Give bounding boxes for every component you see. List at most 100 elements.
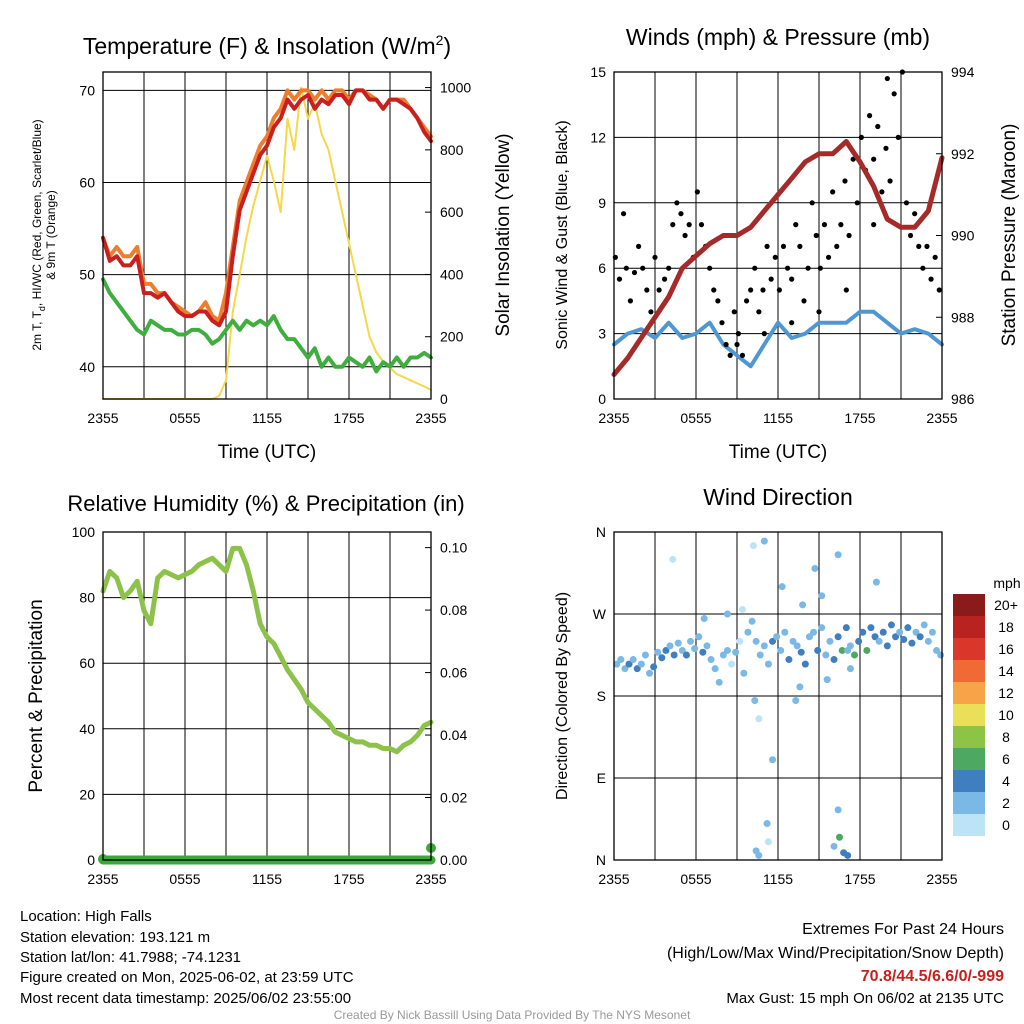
gust-point [776,287,782,293]
legend-label: 4 [1002,773,1010,789]
direction-point [937,651,945,659]
gust-point [883,145,889,151]
x-tick-label: 2355 [415,871,446,887]
direction-point [781,628,789,636]
direction-point [844,646,852,654]
direction-point [879,628,887,636]
gust-point [760,287,766,293]
gust-point [821,222,828,228]
x-tick-label: 2355 [598,871,629,887]
direction-point [703,642,711,650]
legend-label: 16 [998,641,1014,657]
y-tick-label: 6 [598,260,606,276]
gust-point [789,276,795,282]
y-right-tick-label: 1000 [440,80,471,96]
direction-point [789,637,797,645]
direction-point [792,697,800,705]
direction-point [796,683,804,691]
y-right-tick-label: 400 [440,266,464,282]
info-recent: Most recent data timestamp: 2025/06/02 2… [20,990,351,1007]
direction-point [691,645,699,653]
direction-point [838,646,846,654]
gust-point [793,222,799,228]
extremes-values: 70.8/44.5/6.6/0/-999 [861,968,1004,985]
gust-point [652,254,658,260]
wind-direction-title: Wind Direction [703,484,853,510]
legend-label: 0 [1002,817,1010,833]
direction-point [756,651,764,659]
gust-point [858,134,864,140]
direction-point [669,555,677,563]
sonic-wind-line [612,309,944,369]
station-info: Location: High Falls Station elevation: … [20,908,354,1007]
gust-point [843,287,849,293]
direction-point [818,592,826,600]
gust-point [784,265,791,271]
direction-point [711,665,719,673]
y-tick-label: 0 [598,391,606,407]
direction-point [851,651,859,659]
y-tick-label: W [593,606,607,622]
y-right-tick-label: 992 [951,146,975,162]
direction-point [629,656,637,664]
x-tick-label: 1155 [252,410,282,426]
legend-swatch [953,616,985,638]
winds-xlabel: Time (UTC) [729,442,828,463]
direction-point [830,842,838,850]
gust-point [903,200,910,206]
direction-point [769,637,777,645]
gust-point [644,287,650,293]
gust-point [682,232,688,239]
gust-point [842,178,848,184]
legend-swatch [953,748,985,770]
dewpoint-line [101,277,433,374]
gust-point [640,265,646,271]
direction-point [928,628,936,636]
direction-point [637,660,645,668]
y-tick-label: 60 [79,655,95,671]
gust-point [734,341,740,348]
gust-point [879,189,885,195]
gust-point [674,200,680,206]
humidity-panel: Relative Humidity (%) & Precipitation (i… [26,491,467,887]
gust-point [884,75,890,82]
legend-swatch [953,814,985,836]
gust-point [711,287,717,293]
gust-point [723,341,729,348]
legend-label: 10 [998,707,1014,723]
temperature-ylabel-right: Solar Insolation (Yellow) [493,133,514,336]
y-tick-label: 60 [79,175,95,191]
y-tick-label: N [596,852,606,868]
direction-point [900,636,908,644]
direction-point [811,564,819,572]
gust-point [631,269,638,276]
direction-point [920,621,928,629]
y-right-tick-label: 200 [440,329,464,345]
x-tick-label: 2355 [415,410,446,426]
direction-point [682,651,690,659]
direction-point [670,651,678,659]
svg-text:& 9m T (Orange): & 9m T (Orange) [44,190,58,280]
direction-point [863,646,871,654]
direction-point [836,833,843,841]
gust-point [825,254,832,260]
gust-point [816,309,822,315]
direction-point [892,633,900,641]
legend-swatch [953,726,985,748]
y-right-tick-label: 0.04 [440,727,467,743]
gust-point [871,156,877,162]
legend-title: mph [993,575,1020,591]
x-tick-label: 0555 [169,871,200,887]
gust-point [731,309,737,315]
info-latlon: Station lat/lon: 41.7988; -74.1231 [20,949,241,966]
direction-point [749,542,757,550]
gust-point [838,222,844,228]
humidity-ylabel-left: Percent & Precipitation [26,599,47,792]
two-meter-temp-line [101,88,433,328]
gust-point [616,276,623,282]
direction-point [728,660,736,668]
direction-point [736,637,744,645]
direction-point [621,665,629,673]
direction-point [732,648,740,656]
